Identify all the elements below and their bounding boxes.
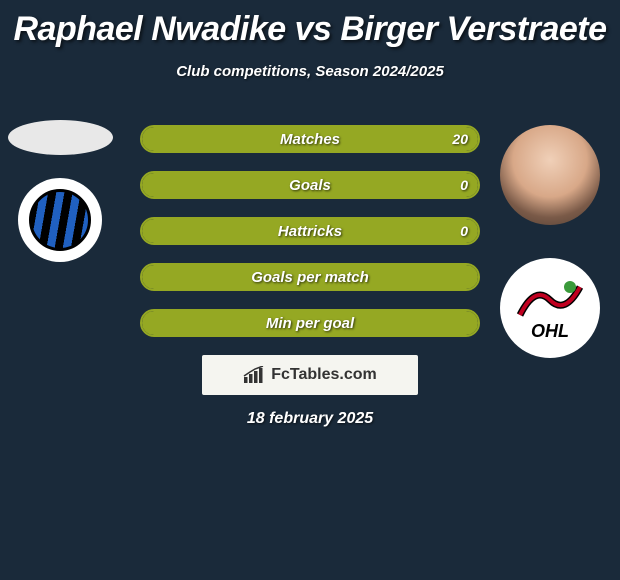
stat-label: Hattricks [142,219,478,243]
stat-value-right: 20 [452,127,468,151]
stat-label: Goals per match [142,265,478,289]
date-label: 18 february 2025 [0,410,620,428]
club-brugge-icon [29,189,91,251]
ohl-icon [515,275,585,325]
page-title: Raphael Nwadike vs Birger Verstraete [0,0,620,49]
club-right-badge: OHL [500,258,600,358]
stat-bar: Matches20 [140,125,480,153]
stat-value-right: 0 [460,173,468,197]
subtitle: Club competitions, Season 2024/2025 [0,63,620,80]
stat-bar: Min per goal [140,309,480,337]
brand-box[interactable]: FcTables.com [202,355,418,395]
chart-icon [243,366,265,384]
club-right-label: OHL [531,321,569,342]
brand-label: FcTables.com [271,366,377,384]
stats-container: Matches20Goals0Hattricks0Goals per match… [140,125,480,355]
stat-bar: Goals per match [140,263,480,291]
player-right-avatar [500,125,600,225]
stat-bar: Goals0 [140,171,480,199]
stat-bar: Hattricks0 [140,217,480,245]
stat-label: Min per goal [142,311,478,335]
stat-label: Matches [142,127,478,151]
stat-label: Goals [142,173,478,197]
club-left-badge [18,178,102,262]
stat-value-right: 0 [460,219,468,243]
player-left-avatar [8,120,113,155]
